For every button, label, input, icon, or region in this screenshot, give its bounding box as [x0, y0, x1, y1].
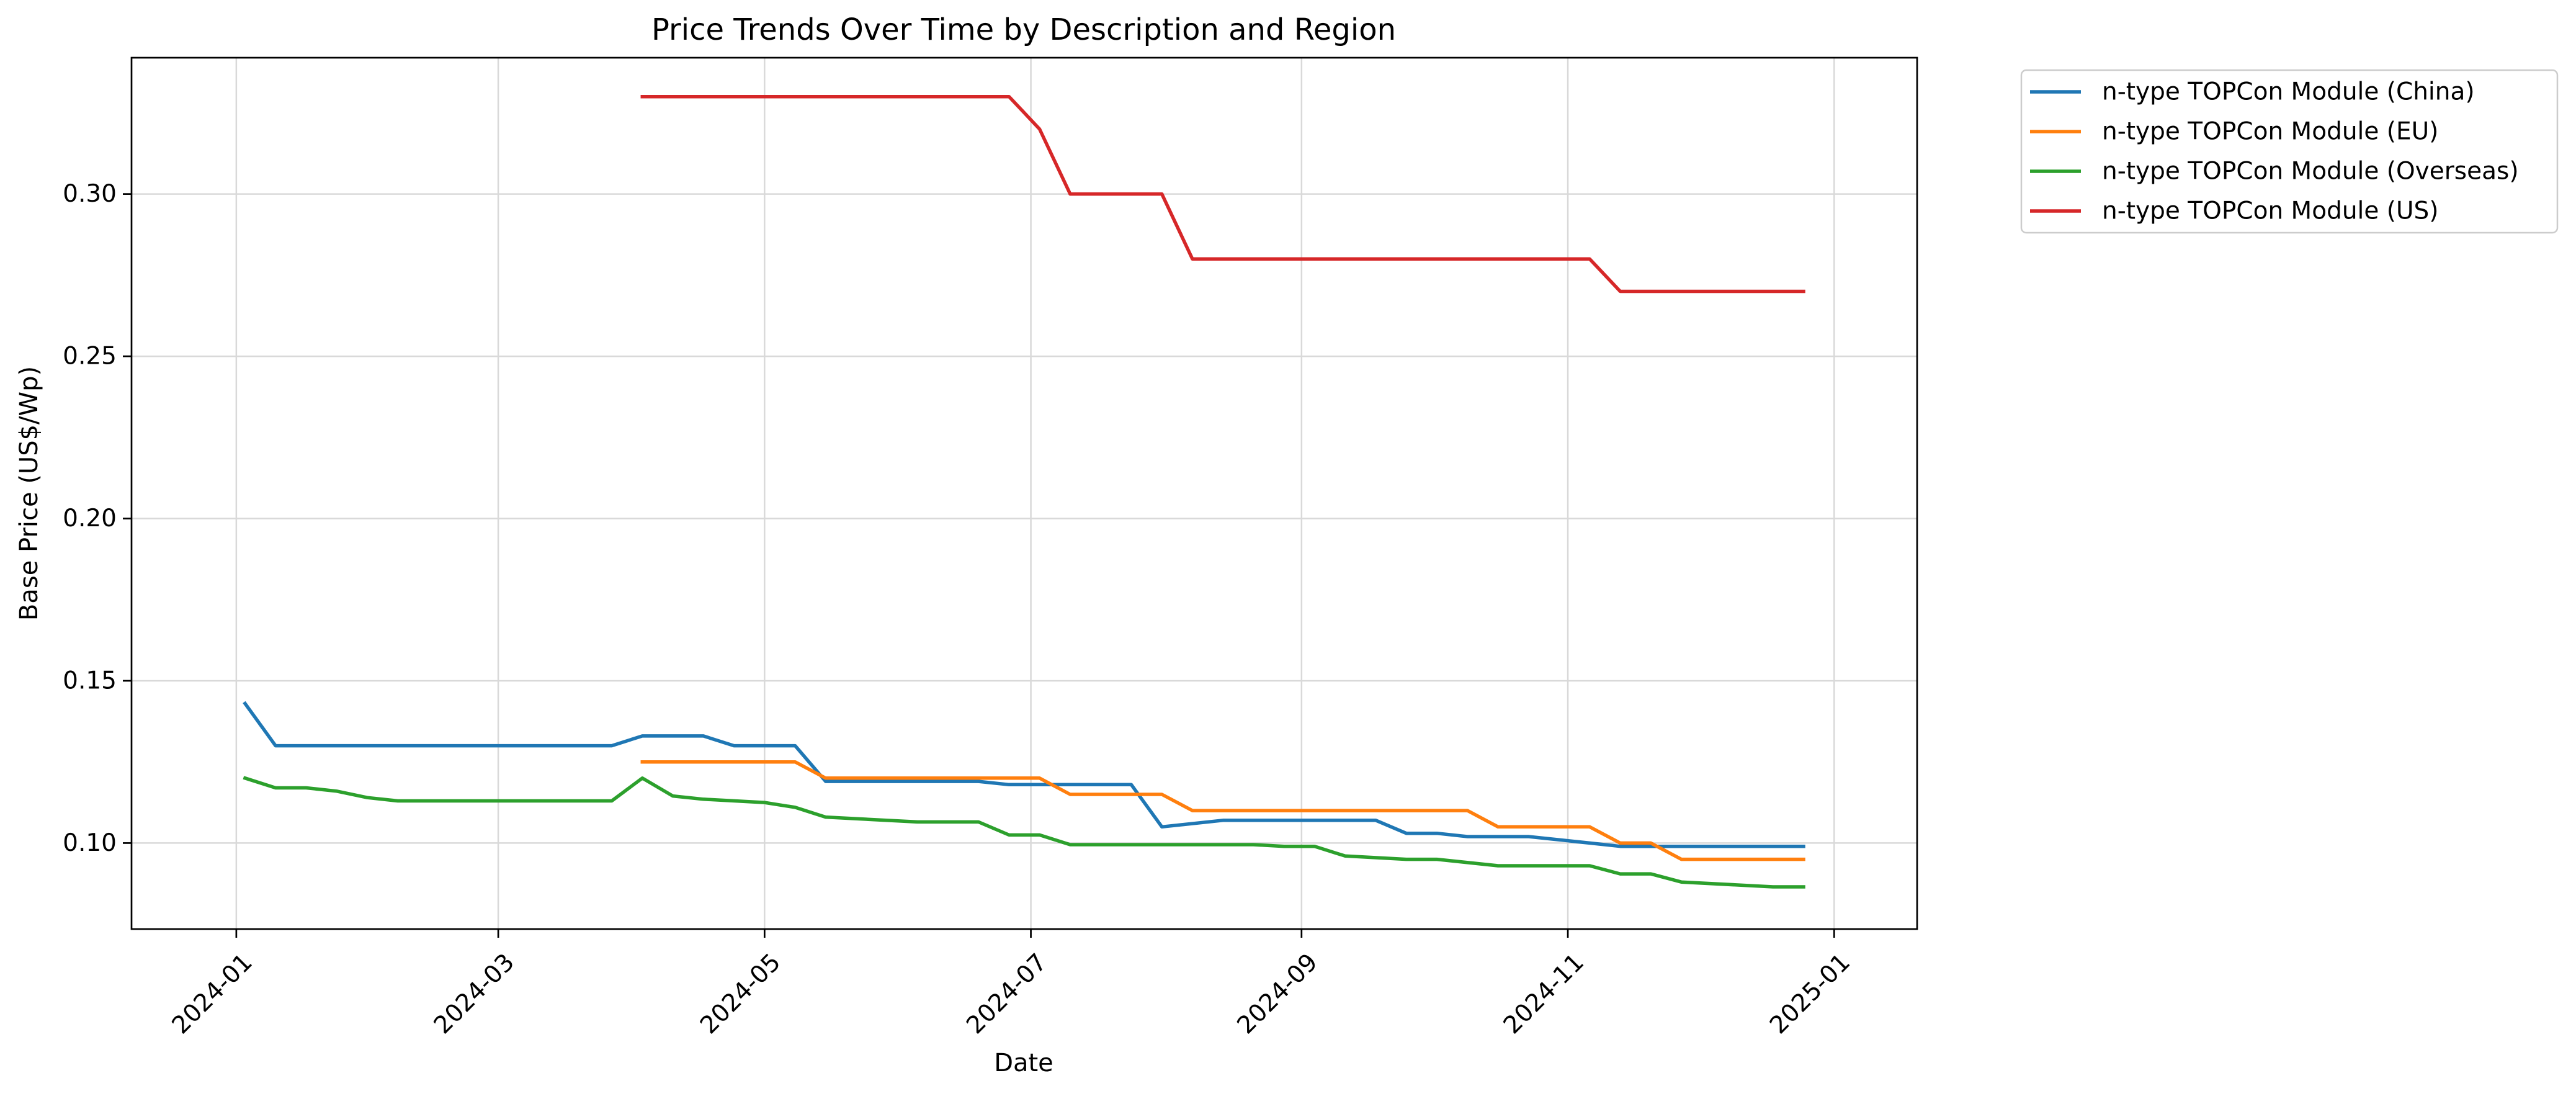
legend-label: n-type TOPCon Module (EU)	[2102, 118, 2438, 146]
legend-box	[2020, 69, 2559, 234]
x-axis-label: Date	[994, 1049, 1053, 1077]
legend: n-type TOPCon Module (China) n-type TOPCo…	[2020, 69, 2559, 234]
series-lines	[243, 94, 1805, 889]
y-tick-label: 0.15	[63, 667, 117, 694]
legend-label: n-type TOPCon Module (China)	[2102, 78, 2475, 106]
series-line-4	[640, 94, 1805, 294]
grid-lines	[132, 58, 1917, 929]
y-tick-label: 0.25	[63, 343, 117, 371]
series-line-2	[640, 760, 1805, 861]
chart-title: Price Trends Over Time by Description an…	[651, 12, 1396, 47]
y-axis-label: Base Price (US$/Wp)	[15, 366, 43, 621]
legend-label: n-type TOPCon Module (Overseas)	[2102, 158, 2519, 186]
series-line-3	[243, 776, 1805, 889]
y-tick-label: 0.30	[63, 180, 117, 208]
legend-label: n-type TOPCon Module (US)	[2102, 197, 2439, 225]
y-tick-label: 0.10	[63, 829, 117, 857]
y-axis-ticks: 0.10 0.15 0.20 0.25 0.30	[63, 180, 132, 857]
y-tick-label: 0.20	[63, 505, 117, 532]
series-line-1	[243, 701, 1805, 848]
plot-frame	[130, 56, 1918, 930]
